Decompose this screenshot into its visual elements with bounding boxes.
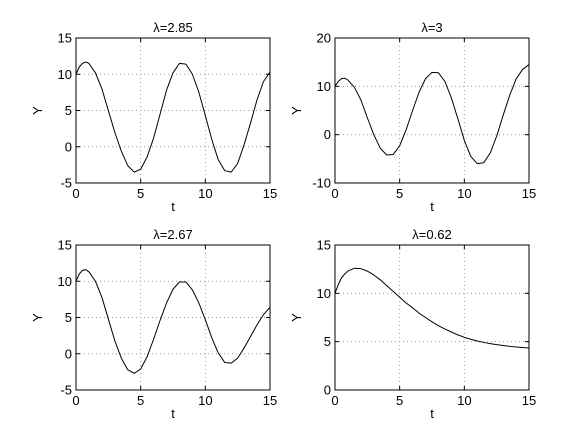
x-tick-label: 15: [263, 393, 277, 408]
subplot-title: λ=0.62: [412, 227, 451, 242]
y-tick-label: 0: [324, 127, 331, 142]
subplot-title: λ=2.85: [153, 20, 192, 35]
y-tick-label: 10: [58, 67, 72, 82]
y-tick-label: 15: [58, 31, 72, 46]
y-tick-label: 0: [65, 346, 72, 361]
y-tick-label: 15: [58, 238, 72, 253]
x-tick-label: 10: [457, 393, 471, 408]
y-tick-label: -5: [60, 383, 72, 398]
x-axis-label: t: [430, 199, 434, 214]
y-tick-label: 0: [65, 139, 72, 154]
axes-frame: [334, 244, 530, 391]
x-tick-label: 0: [331, 186, 338, 201]
y-tick-label: 10: [58, 274, 72, 289]
x-tick-label: 15: [522, 186, 536, 201]
x-axis-label: t: [171, 406, 175, 421]
x-tick-label: 10: [198, 393, 212, 408]
y-tick-label: -5: [60, 176, 72, 191]
series-line: [75, 269, 271, 374]
y-axis-label: Y: [289, 106, 304, 115]
subplot-title: λ=2.67: [153, 227, 192, 242]
x-axis-label: t: [430, 406, 434, 421]
y-tick-label: -10: [312, 176, 331, 191]
x-tick-label: 5: [137, 186, 144, 201]
subplot-title: λ=3: [421, 20, 442, 35]
x-tick-label: 0: [72, 186, 79, 201]
y-tick-label: 15: [317, 238, 331, 253]
y-tick-label: 20: [317, 31, 331, 46]
x-tick-label: 5: [396, 186, 403, 201]
x-tick-label: 15: [263, 186, 277, 201]
axes-frame: [334, 37, 530, 184]
y-axis-label: Y: [30, 106, 45, 115]
x-tick-label: 5: [137, 393, 144, 408]
series-line: [334, 64, 530, 165]
y-tick-label: 10: [317, 286, 331, 301]
x-tick-label: 15: [522, 393, 536, 408]
x-axis-label: t: [171, 199, 175, 214]
x-tick-label: 10: [457, 186, 471, 201]
y-tick-label: 5: [324, 334, 331, 349]
y-tick-label: 5: [65, 103, 72, 118]
y-axis-label: Y: [289, 313, 304, 322]
y-tick-label: 10: [317, 79, 331, 94]
x-tick-label: 0: [331, 393, 338, 408]
series-line: [334, 267, 530, 349]
y-tick-label: 5: [65, 310, 72, 325]
x-tick-label: 5: [396, 393, 403, 408]
x-tick-label: 10: [198, 186, 212, 201]
y-tick-label: 0: [324, 383, 331, 398]
subplot-4: 0 5 10 15 0 5 10 15 λ=0.62 t Y: [289, 227, 536, 421]
x-tick-label: 0: [72, 393, 79, 408]
series-line: [75, 61, 271, 173]
y-axis-label: Y: [30, 313, 45, 322]
